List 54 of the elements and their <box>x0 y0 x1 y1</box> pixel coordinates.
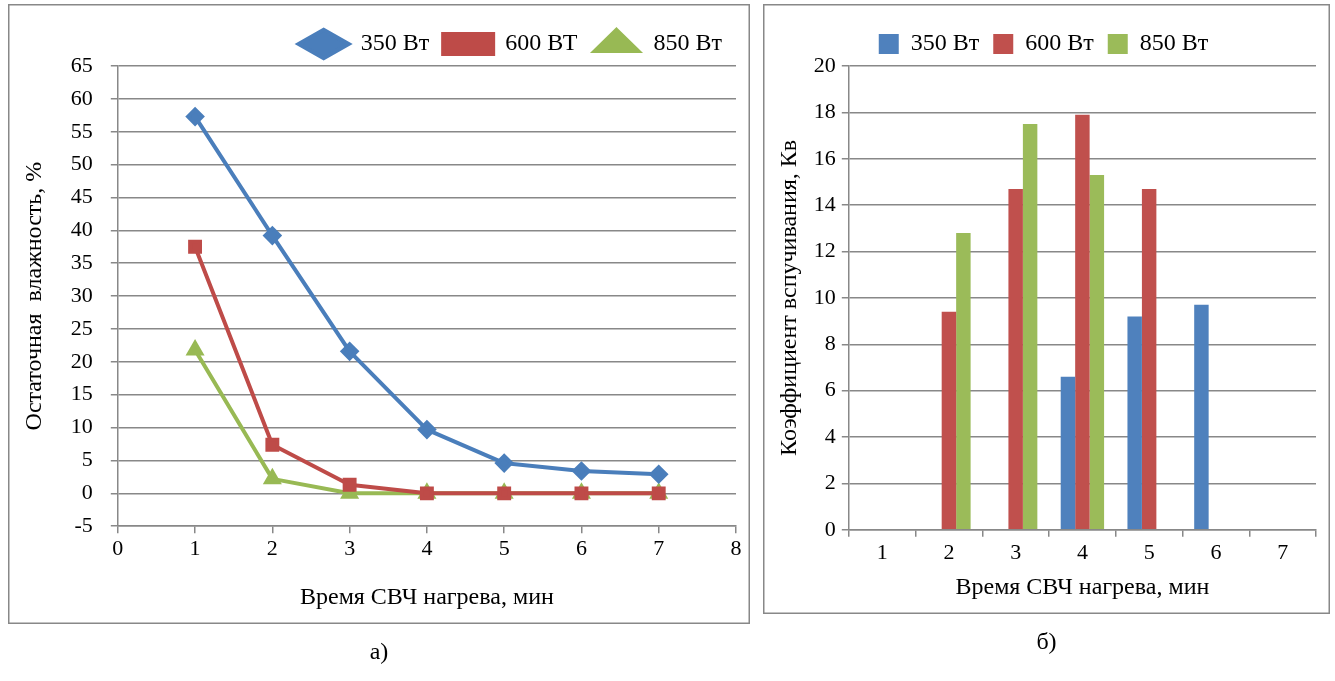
y-tick-label: 45 <box>70 183 93 209</box>
legend-label: 600 Вт <box>1025 29 1095 56</box>
y-tick-label: 12 <box>813 237 836 263</box>
y-tick-label: 20 <box>813 51 836 77</box>
y-tick-label: 60 <box>70 84 93 110</box>
legend-label: 350 Вт <box>910 29 980 56</box>
legend-label: 850 Вт <box>653 29 723 56</box>
x-axis-title: Время СВЧ нагрева, мин <box>955 572 1210 599</box>
y-tick-label: 35 <box>70 249 93 275</box>
y-tick-label: 15 <box>70 380 93 406</box>
y-tick-label: 0 <box>824 515 836 541</box>
x-tick-label: 4 <box>421 534 433 560</box>
x-tick-label: 3 <box>344 534 356 560</box>
y-tick-label: 4 <box>824 422 836 448</box>
x-tick-label: 6 <box>575 534 587 560</box>
x-tick-label: 1 <box>189 534 201 560</box>
y-tick-label: 10 <box>70 413 93 439</box>
y-tick-label: 55 <box>70 117 93 143</box>
x-tick-label: 2 <box>266 534 278 560</box>
y-tick-label: 25 <box>70 314 93 340</box>
y-tick-label: 16 <box>813 144 836 170</box>
x-tick-label: 6 <box>1210 538 1222 564</box>
x-tick-label: 0 <box>112 534 124 560</box>
x-tick-label: 5 <box>498 534 510 560</box>
x-tick-label: 7 <box>1277 538 1289 564</box>
x-tick-label: 3 <box>1010 538 1022 564</box>
x-tick-label: 8 <box>730 534 742 560</box>
y-tick-label: 50 <box>70 150 93 176</box>
y-tick-label: -5 <box>74 511 93 537</box>
legend-label: 600 ВТ <box>505 29 578 56</box>
y-tick-label: 6 <box>824 376 836 402</box>
text: а) <box>368 638 390 665</box>
x-tick-label: 2 <box>943 538 955 564</box>
x-tick-label: 4 <box>1076 538 1088 564</box>
x-axis-title: Время СВЧ нагрева, мин <box>299 582 554 609</box>
legend-label: 350 Вт <box>360 29 430 56</box>
y-tick-label: 30 <box>70 281 93 307</box>
x-tick-label: 7 <box>653 534 665 560</box>
y-axis-title: Коэффициент вспучивания, Кв <box>774 139 801 456</box>
y-axis-title: Остаточная влажность, % <box>19 161 46 431</box>
y-tick-label: 18 <box>813 98 836 124</box>
x-tick-label: 1 <box>876 538 888 564</box>
y-tick-label: 65 <box>70 51 93 77</box>
y-tick-label: 14 <box>813 190 836 216</box>
text: б) <box>1035 628 1058 655</box>
y-tick-label: 10 <box>813 283 836 309</box>
x-tick-label: 5 <box>1143 538 1155 564</box>
y-tick-label: 20 <box>70 347 93 373</box>
legend-label: 850 Вт <box>1139 29 1209 56</box>
y-tick-label: 8 <box>824 330 836 356</box>
y-tick-label: 2 <box>824 469 836 495</box>
y-tick-label: 0 <box>81 479 93 505</box>
y-tick-label: 5 <box>81 446 93 472</box>
y-tick-label: 40 <box>70 216 93 242</box>
